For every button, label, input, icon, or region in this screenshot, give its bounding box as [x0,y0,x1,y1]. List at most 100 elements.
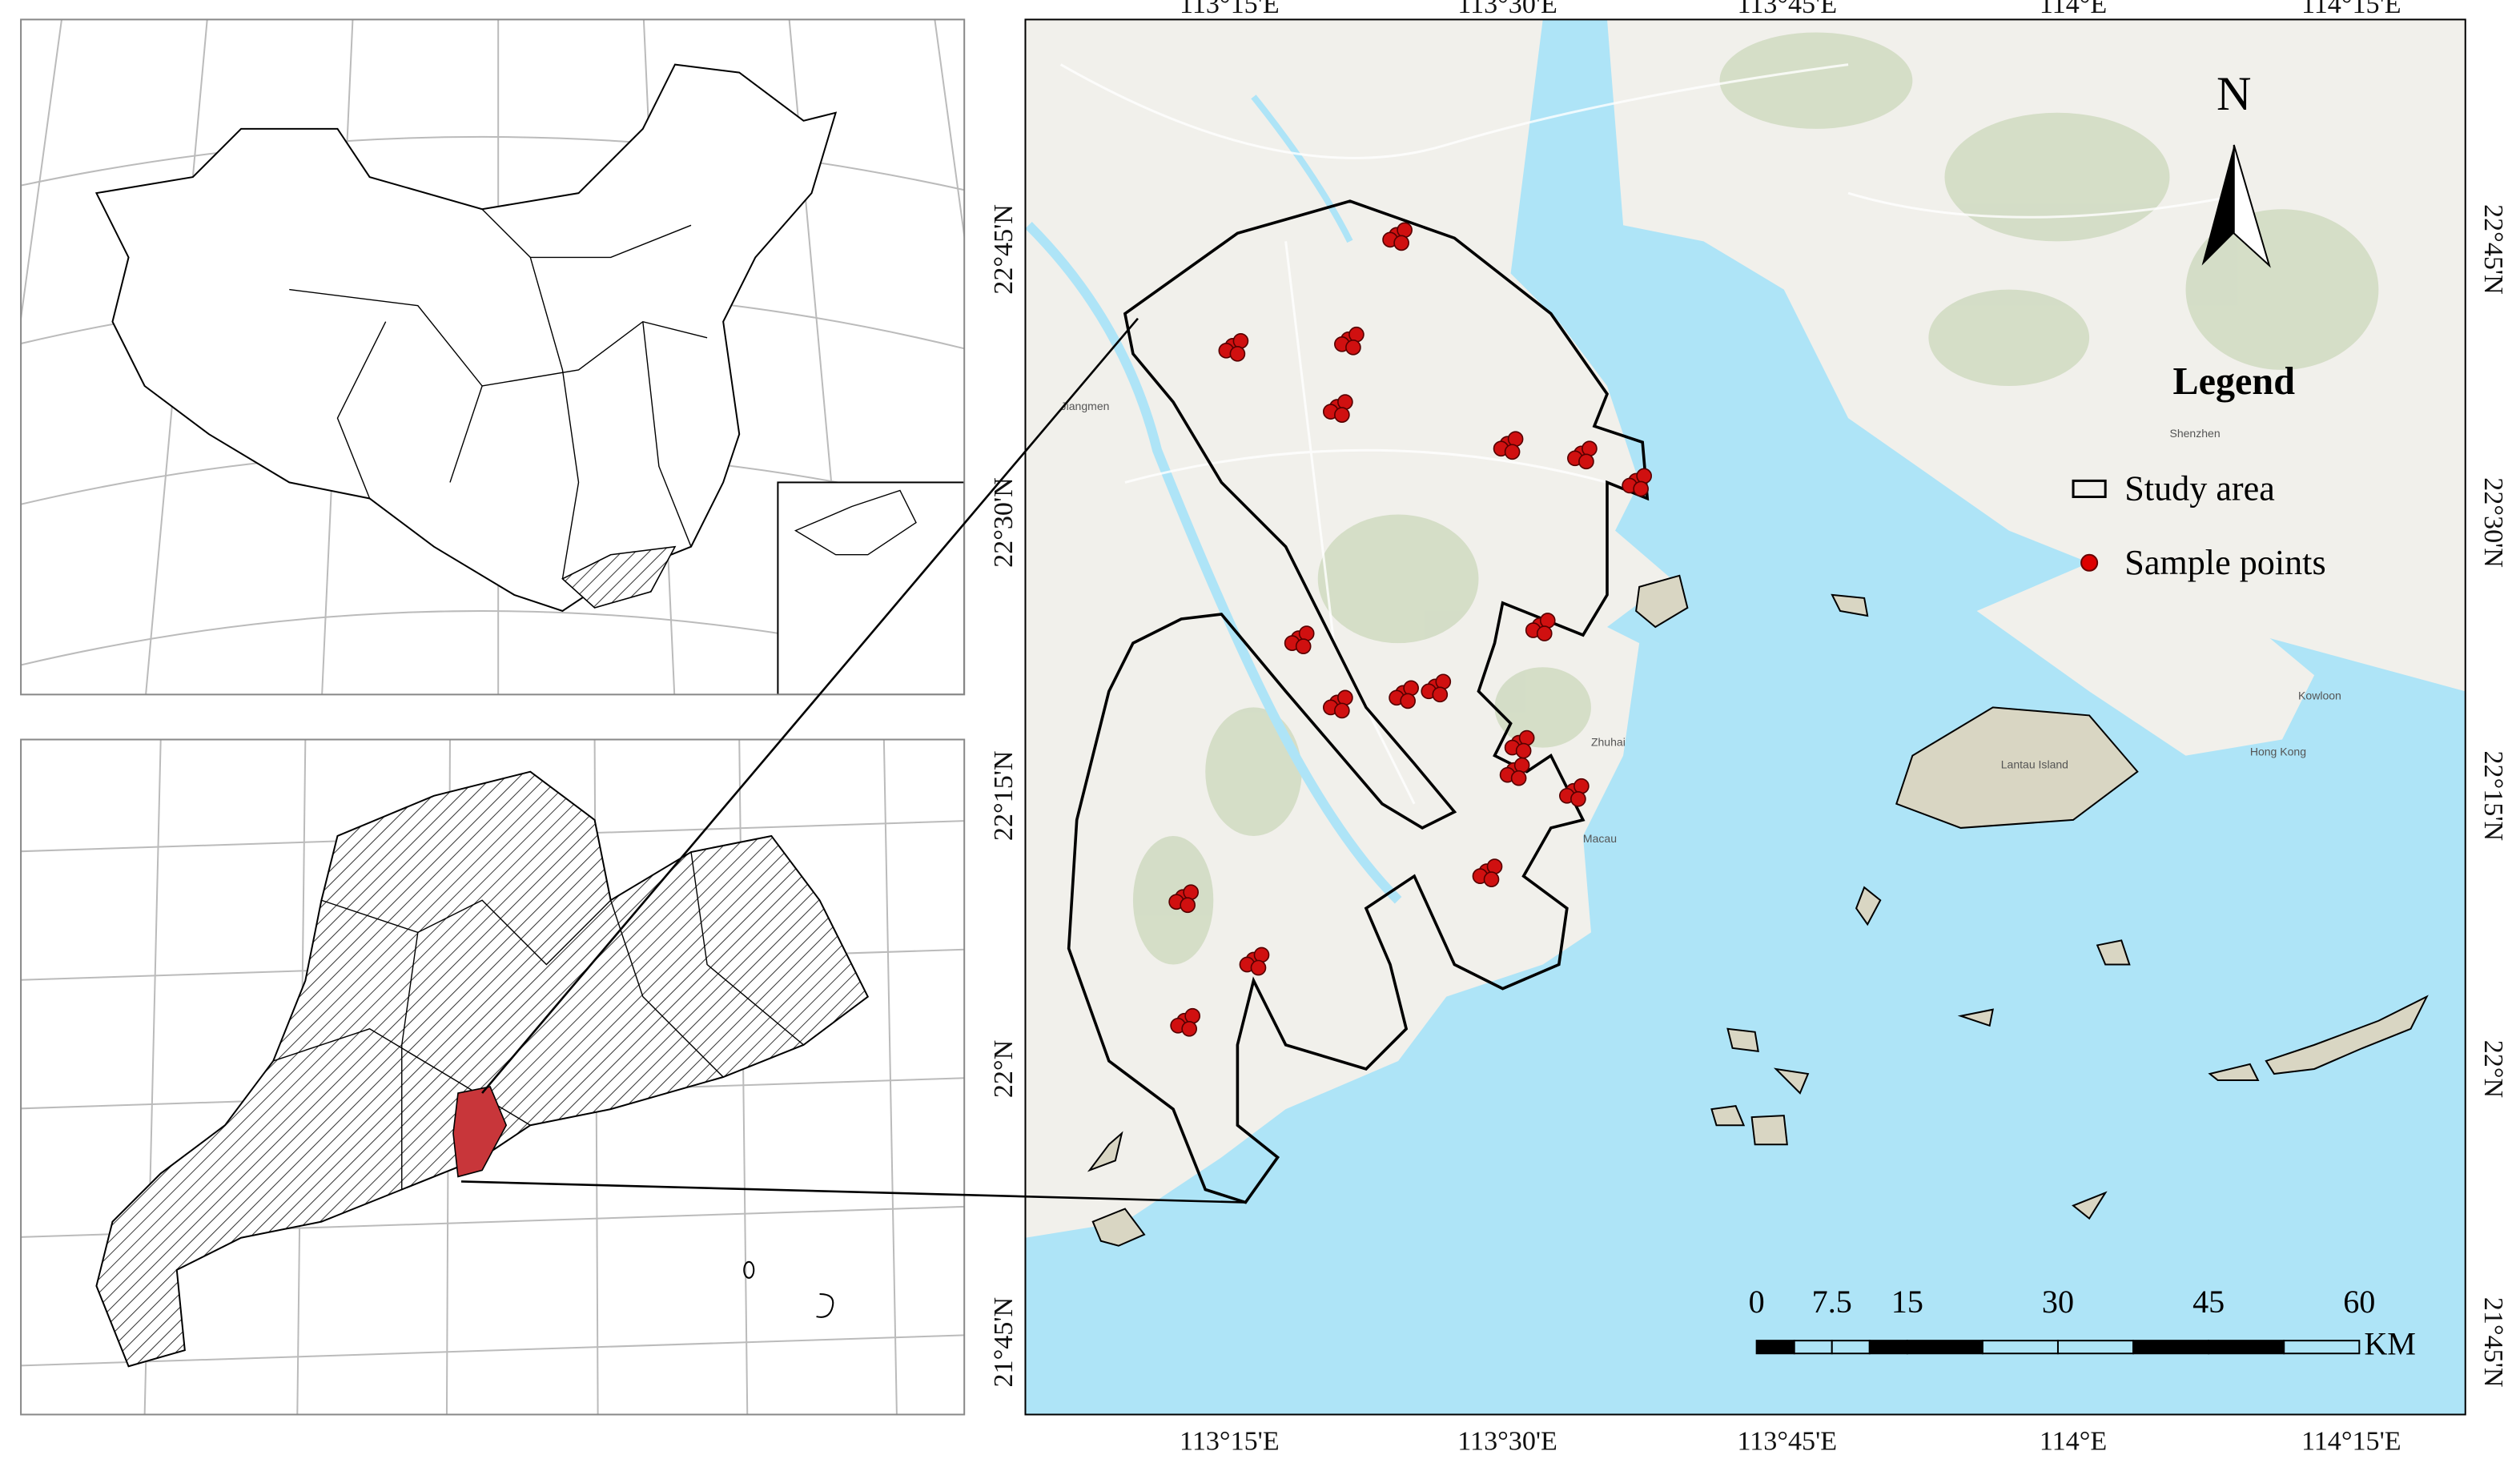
scale-label: 60 [2343,1284,2375,1320]
place-label: Lantau Island [2001,758,2068,771]
scale-label: 30 [2042,1284,2074,1320]
study-area-inset [452,1086,508,1178]
scale-label: 45 [2192,1284,2225,1320]
lat-label: 22°15'N [2478,750,2508,841]
guangdong-panel [21,739,965,1415]
sample-point [1510,770,1527,786]
north-arrow: N [2201,67,2271,268]
sample-point [1298,625,1315,641]
scale-segment [2283,1340,2361,1355]
sample-point [1295,638,1312,654]
sample-point [1184,1007,1201,1024]
lon-label: 113°30'E [1457,1426,1557,1456]
legend-item: Study area [2124,469,2275,508]
scale-segment [1755,1340,1795,1355]
lon-label: 113°15'E [1180,0,1280,19]
place-label: Macau [1583,832,1617,845]
sample-point [1483,871,1500,887]
scale-segment [1981,1340,2059,1355]
scale-label: 15 [1891,1284,1923,1320]
place-label: Zhuhai [1591,736,1626,749]
scale-unit: KM [2364,1325,2416,1361]
sample-point [1403,680,1419,697]
lon-label: 113°45'E [1737,0,1837,19]
lon-label: 114°15'E [2301,1426,2401,1456]
lon-label: 113°45'E [1737,1426,1837,1456]
sample-point [1435,673,1452,690]
sample-point [1582,440,1598,457]
scale-segment [2208,1340,2285,1355]
study-area [1067,199,1650,1204]
graticule-labels: 113°15'E 113°15'E 113°30'E 113°30'E 113°45'E… [989,0,2508,1456]
sample-point [1633,480,1649,497]
lat-label: 21°45'N [989,1297,1019,1388]
north-label: N [2217,67,2251,121]
place-label: Jiangmen [1061,400,1110,412]
sample-point [1183,884,1200,901]
scale-segment [1831,1340,1871,1355]
lon-label: 114°E [2040,1426,2107,1456]
sample-point [1570,790,1586,807]
sample-point [1181,1020,1198,1037]
scale-label: 7.5 [1812,1284,1852,1320]
scale-bar: 0 7.5 15 30 45 60 KM [1749,1284,2416,1361]
legend: Legend Study area Sample points [2072,360,2326,582]
connector [460,317,1246,1204]
scale-segment [1868,1340,1908,1355]
main-map: Jiangmen Shenzhen Macau Zhuhai Lantau Island… [1025,19,2466,1415]
lat-label: 22°N [989,1040,1019,1098]
lat-label: 22°30'N [2478,477,2508,568]
lat-label: 22°N [2478,1040,2508,1098]
legend-item: Sample points [2124,543,2325,582]
place-label: Kowloon [2298,689,2341,701]
lat-label: 22°15'N [989,750,1019,841]
lon-label: 114°E [2040,0,2107,19]
sample-point [1515,742,1532,759]
sample-points [1168,222,1653,1037]
lon-label: 113°30'E [1457,0,1557,19]
sample-point [1345,339,1361,356]
legend-title: Legend [2172,360,2295,403]
sample-point [1250,959,1267,976]
sample-point [1229,346,1246,362]
china-panel [21,19,965,695]
sample-point [1504,444,1521,460]
scale-label: 0 [1749,1284,1765,1320]
sample-point [1348,326,1364,343]
sample-point [1636,468,1653,484]
sample-point [1393,235,1409,251]
lon-label: 114°15'E [2301,0,2401,19]
frame [20,18,966,696]
sample-point [1486,858,1503,874]
sample-point [1337,394,1353,410]
sample-point [1536,625,1553,641]
lat-label: 22°30'N [989,477,1019,568]
sample-point [1539,613,1556,629]
sample-point [1518,729,1535,746]
place-label: Hong Kong [2250,746,2306,758]
frame [1024,18,2466,1416]
frame [20,738,966,1416]
sample-point [1180,897,1196,914]
sample-point [1253,947,1270,963]
sample-point [1432,686,1449,703]
sample-point [1513,757,1530,774]
sample-point [1400,693,1416,709]
scale-segment [2056,1340,2135,1355]
scale-segment [1906,1340,1983,1355]
sample-point [1334,702,1350,719]
lat-label: 22°45'N [989,204,1019,295]
lat-label: 21°45'N [2478,1297,2508,1388]
scale-segment [1793,1340,1833,1355]
lat-label: 22°45'N [2478,204,2508,295]
sample-point [1334,407,1350,423]
sample-point [1232,332,1249,349]
sample-point [1573,778,1590,794]
place-label: Shenzhen [2169,427,2220,440]
lon-label: 113°15'E [1180,1426,1280,1456]
sample-point [1507,431,1524,448]
sample-point [1397,222,1413,239]
scale-segment [2132,1340,2210,1355]
